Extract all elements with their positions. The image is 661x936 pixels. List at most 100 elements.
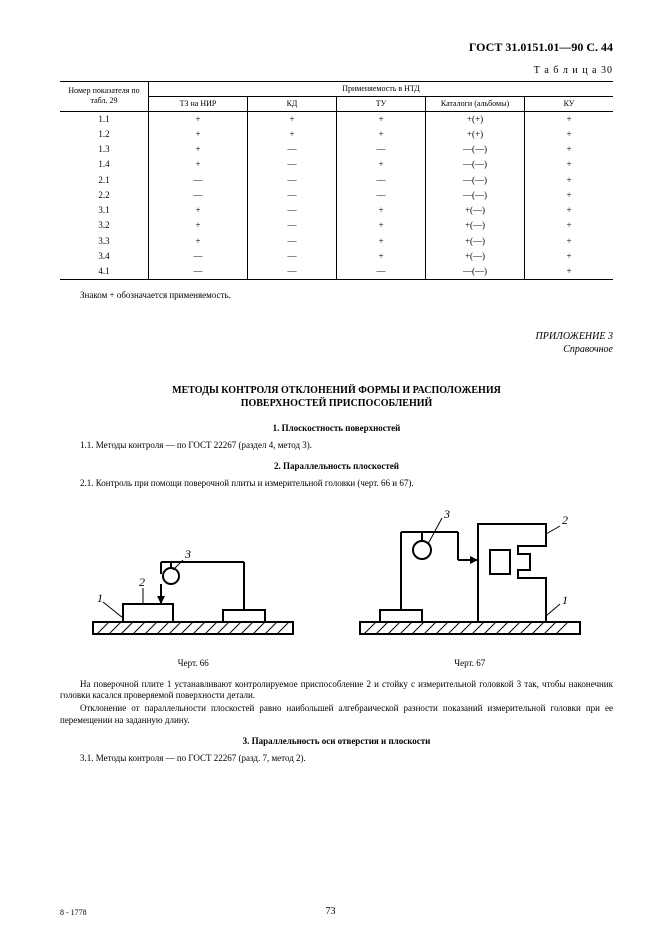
table-cell: — xyxy=(149,173,248,188)
page-number: 73 xyxy=(0,906,661,919)
table-cell: + xyxy=(525,234,614,249)
table-cell: + xyxy=(525,157,614,172)
paragraph: На поверочной плите 1 устанавливают конт… xyxy=(60,679,613,702)
table-cell: + xyxy=(337,249,426,264)
table-cell: + xyxy=(248,127,337,142)
section-3-heading: 3. Параллельность оси отверстия и плоско… xyxy=(60,736,613,747)
table-cell: —(—) xyxy=(426,157,525,172)
table-row: 3.4——++(—)+ xyxy=(60,249,613,264)
table-row: 3.1+—++(—)+ xyxy=(60,203,613,218)
table-cell: — xyxy=(248,203,337,218)
table-row: 1.2++++(+)+ xyxy=(60,127,613,142)
table-cell: — xyxy=(149,188,248,203)
svg-text:3: 3 xyxy=(184,547,191,561)
table-cell: — xyxy=(248,234,337,249)
table-cell: + xyxy=(248,111,337,127)
table-cell: + xyxy=(337,157,426,172)
main-title: МЕТОДЫ КОНТРОЛЯ ОТКЛОНЕНИЙ ФОРМЫ И РАСПО… xyxy=(60,384,613,411)
table-cell: + xyxy=(149,157,248,172)
table-col-header: ТЗ на НИР xyxy=(149,96,248,111)
table-row: 2.2————(—)+ xyxy=(60,188,613,203)
table-col-header: Каталоги (альбомы) xyxy=(426,96,525,111)
svg-text:1: 1 xyxy=(562,593,568,607)
table-cell: + xyxy=(149,218,248,233)
table-cell: 1.2 xyxy=(60,127,149,142)
table-row: 1.1++++(+)+ xyxy=(60,111,613,127)
table-cell: 2.1 xyxy=(60,173,149,188)
table-cell: + xyxy=(149,111,248,127)
table-row: 1.4+—+—(—)+ xyxy=(60,157,613,172)
table-cell: —(—) xyxy=(426,188,525,203)
table-cell: + xyxy=(525,173,614,188)
table-body: 1.1++++(+)+1.2++++(+)+1.3+———(—)+1.4+—+—… xyxy=(60,111,613,280)
table-cell: + xyxy=(525,142,614,157)
table-cell: 3.3 xyxy=(60,234,149,249)
table-cell: —(—) xyxy=(426,173,525,188)
applicability-table: Номер показателя по табл. 29 Применяемос… xyxy=(60,81,613,281)
table-cell: + xyxy=(525,203,614,218)
table-cell: + xyxy=(337,127,426,142)
svg-text:2: 2 xyxy=(562,513,568,527)
table-cell: 3.4 xyxy=(60,249,149,264)
table-cell: 1.1 xyxy=(60,111,149,127)
table-cell: +(—) xyxy=(426,234,525,249)
svg-text:1: 1 xyxy=(97,591,103,605)
table-row: 2.1————(—)+ xyxy=(60,173,613,188)
table-cell: + xyxy=(149,234,248,249)
table-cell: — xyxy=(248,249,337,264)
document-header: ГОСТ 31.0151.01—90 С. 44 xyxy=(60,40,613,55)
table-cell: 2.2 xyxy=(60,188,149,203)
page: ГОСТ 31.0151.01—90 С. 44 Т а б л и ц а 3… xyxy=(0,0,661,936)
table-cell: +(+) xyxy=(426,127,525,142)
table-cell: —(—) xyxy=(426,264,525,280)
title-line1: МЕТОДЫ КОНТРОЛЯ ОТКЛОНЕНИЙ ФОРМЫ И РАСПО… xyxy=(172,385,501,396)
appendix-title: ПРИЛОЖЕНИЕ 3 xyxy=(536,331,614,342)
table-col-header: ТУ xyxy=(337,96,426,111)
table-cell: —(—) xyxy=(426,142,525,157)
table-cell: + xyxy=(337,203,426,218)
table-row: 1.3+———(—)+ xyxy=(60,142,613,157)
table-cell: + xyxy=(525,249,614,264)
table-cell: — xyxy=(149,249,248,264)
table-cell: — xyxy=(337,264,426,280)
figures-row: 1 2 3 xyxy=(60,504,613,654)
appendix-label: ПРИЛОЖЕНИЕ 3 Справочное xyxy=(60,330,613,356)
table-cell: — xyxy=(337,142,426,157)
table-cell: + xyxy=(525,264,614,280)
table-group-header: Применяемость в НТД xyxy=(149,81,614,96)
section-3-para: 3.1. Методы контроля — по ГОСТ 22267 (ра… xyxy=(60,753,613,764)
table-cell: + xyxy=(149,127,248,142)
table-cell: + xyxy=(337,234,426,249)
table-cell: +(—) xyxy=(426,249,525,264)
table-cell: — xyxy=(337,173,426,188)
table-cell: 4.1 xyxy=(60,264,149,280)
svg-text:3: 3 xyxy=(443,507,450,521)
table-cell: + xyxy=(525,127,614,142)
table-cell: + xyxy=(149,203,248,218)
table-cell: — xyxy=(248,264,337,280)
table-cell: + xyxy=(525,111,614,127)
paragraph: Отклонение от параллельности плоскостей … xyxy=(60,703,613,726)
fig67-caption: Черт. 67 xyxy=(350,658,590,669)
fig66-caption: Черт. 66 xyxy=(83,658,303,669)
table-cell: — xyxy=(248,157,337,172)
table-cell: — xyxy=(149,264,248,280)
table-note: Знаком + обозначается применяемость. xyxy=(60,290,613,301)
table-cell: + xyxy=(525,188,614,203)
table-cell: — xyxy=(248,188,337,203)
section-1-para: 1.1. Методы контроля — по ГОСТ 22267 (ра… xyxy=(60,440,613,451)
title-line2: ПОВЕРХНОСТЕЙ ПРИСПОСОБЛЕНИЙ xyxy=(241,398,433,409)
table-cell: — xyxy=(337,188,426,203)
table-cell: 1.3 xyxy=(60,142,149,157)
table-row: 3.2+—++(—)+ xyxy=(60,218,613,233)
section-1-heading: 1. Плоскостность поверхностей xyxy=(60,423,613,434)
table-cell: + xyxy=(525,218,614,233)
figure-66: 1 2 3 xyxy=(83,524,303,654)
table-col-header: КД xyxy=(248,96,337,111)
table-cell: + xyxy=(337,111,426,127)
table-cell: +(—) xyxy=(426,203,525,218)
table-cell: — xyxy=(248,173,337,188)
section-2-para: 2.1. Контроль при помощи поверочной плит… xyxy=(60,478,613,489)
figure-67: 1 2 3 xyxy=(350,504,590,654)
section-2-heading: 2. Параллельность плоскостей xyxy=(60,461,613,472)
